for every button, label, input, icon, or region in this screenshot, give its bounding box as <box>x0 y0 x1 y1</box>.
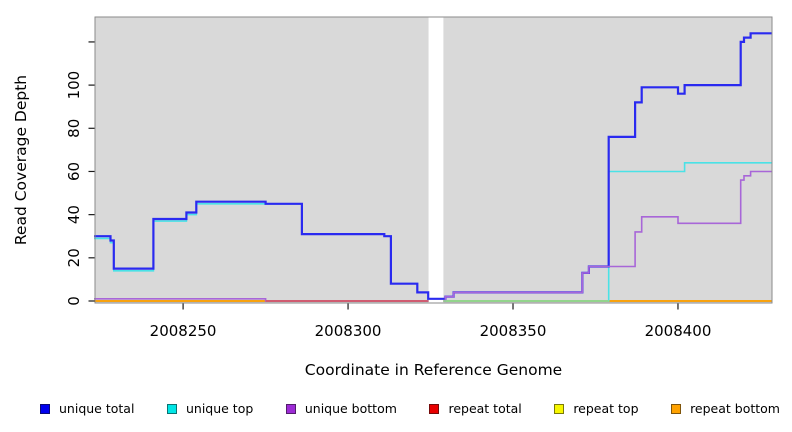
y-axis-title: Read Coverage Depth <box>12 75 30 245</box>
x-axis-title: Coordinate in Reference Genome <box>305 361 562 379</box>
legend-label: unique bottom <box>304 401 397 416</box>
missing-data-band <box>428 17 444 303</box>
y-tick-label: 60 <box>65 162 83 181</box>
plot-border <box>94 16 773 304</box>
legend: unique total unique top unique bottom repea… <box>40 401 780 416</box>
legend-item-unique-total: unique total <box>40 401 134 416</box>
legend-swatch-repeat-bottom <box>671 403 682 414</box>
legend-swatch-repeat-top <box>554 403 565 414</box>
chart-canvas: 2008250 2008300 2008350 2008400 0 20 40 60 80 100… <box>12 16 773 379</box>
legend-item-repeat-top: repeat top <box>554 401 639 416</box>
x-tick-label: 2008300 <box>315 322 382 340</box>
y-tick-label: 100 <box>65 71 83 100</box>
x-tick-label: 2008250 <box>150 322 217 340</box>
y-tick-label: 40 <box>65 205 83 224</box>
legend-label: repeat top <box>573 401 639 416</box>
legend-item-repeat-total: repeat total <box>429 401 522 416</box>
legend-label: unique top <box>185 401 254 416</box>
legend-item-unique-bottom: unique bottom <box>285 401 397 416</box>
legend-label: repeat total <box>448 401 522 416</box>
series-line-unique-bottom <box>94 170 772 302</box>
x-tick-label: 2008350 <box>480 322 547 340</box>
legend-label: unique total <box>59 401 135 416</box>
legend-item-unique-top: unique top <box>166 401 254 416</box>
legend-swatch-repeat-total <box>429 403 440 414</box>
legend-item-repeat-bottom: repeat bottom <box>671 401 780 416</box>
plot-area: 2008250 2008300 2008350 2008400 0 20 40 60 80 100 <box>65 16 773 340</box>
y-tick-label: 20 <box>65 248 83 267</box>
y-tick-label: 0 <box>65 296 83 306</box>
legend-swatch-unique-total <box>40 403 50 414</box>
x-tick-label: 2008400 <box>645 322 712 340</box>
y-tick-label: 80 <box>65 119 83 138</box>
legend-label: repeat bottom <box>690 401 780 416</box>
legend-swatch-unique-top <box>166 403 177 414</box>
legend-swatch-unique-bottom <box>285 403 296 414</box>
